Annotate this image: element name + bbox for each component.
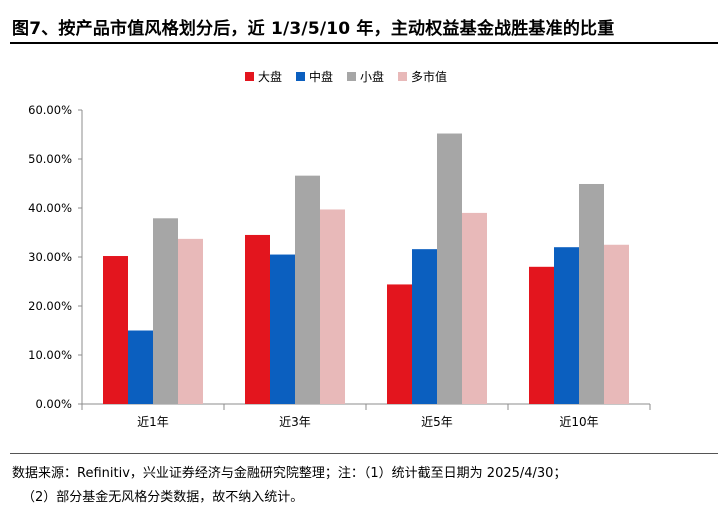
title-divider bbox=[10, 42, 718, 44]
legend: 大盘 中盘 小盘 多市值 bbox=[245, 68, 447, 85]
bar bbox=[128, 330, 153, 404]
x-tick-label: 近5年 bbox=[421, 415, 453, 429]
legend-item-multi-cap: 多市值 bbox=[398, 68, 447, 85]
legend-swatch bbox=[398, 72, 408, 81]
bar bbox=[270, 254, 295, 404]
y-tick-label: 0.00% bbox=[35, 397, 72, 411]
legend-swatch bbox=[296, 72, 306, 81]
bar-chart: 0.00% 10.00% 20.00% 30.00% 40.00% 50.00% 60.00… bbox=[28, 103, 651, 429]
legend-swatch bbox=[347, 72, 357, 81]
bar bbox=[604, 244, 629, 404]
x-tick-label: 近1年 bbox=[137, 415, 169, 429]
legend-label: 多市值 bbox=[411, 70, 448, 84]
bar bbox=[412, 249, 437, 404]
bar bbox=[554, 247, 579, 404]
bar bbox=[529, 266, 554, 404]
y-tick-label: 60.00% bbox=[28, 103, 72, 117]
bar bbox=[295, 175, 320, 404]
legend-label: 中盘 bbox=[309, 70, 334, 84]
bar bbox=[579, 183, 604, 404]
x-tick-label: 近10年 bbox=[559, 415, 598, 429]
bar bbox=[103, 256, 128, 404]
bar bbox=[178, 238, 203, 404]
legend-item-small-cap: 小盘 bbox=[347, 68, 384, 85]
y-tick-label: 30.00% bbox=[28, 250, 72, 264]
bar bbox=[153, 218, 178, 404]
source-note: 数据来源：Refinitiv，兴业证券经济与金融研究院整理；注：（1）统计截至日… bbox=[12, 466, 567, 481]
y-tick-label: 10.00% bbox=[28, 348, 72, 362]
legend-swatch bbox=[245, 72, 254, 81]
y-tick-label: 50.00% bbox=[28, 152, 72, 166]
bar bbox=[245, 234, 270, 404]
legend-item-mid-cap: 中盘 bbox=[296, 68, 333, 85]
legend-label: 小盘 bbox=[360, 70, 385, 84]
bar bbox=[320, 209, 345, 404]
chart-title: 图7、按产品市值风格划分后，近 1/3/5/10 年，主动权益基金战胜基准的比重 bbox=[12, 19, 615, 39]
bar bbox=[437, 133, 462, 404]
footnote: （2）部分基金无风格分类数据，故不纳入统计。 bbox=[22, 490, 304, 505]
y-tick-label: 20.00% bbox=[28, 299, 72, 313]
bar bbox=[387, 284, 412, 404]
footer-divider bbox=[10, 453, 718, 454]
legend-item-large-cap: 大盘 bbox=[245, 68, 282, 85]
x-tick-label: 近3年 bbox=[279, 415, 311, 429]
legend-label: 大盘 bbox=[258, 70, 283, 84]
bar bbox=[462, 212, 487, 404]
y-tick-label: 40.00% bbox=[28, 201, 72, 215]
